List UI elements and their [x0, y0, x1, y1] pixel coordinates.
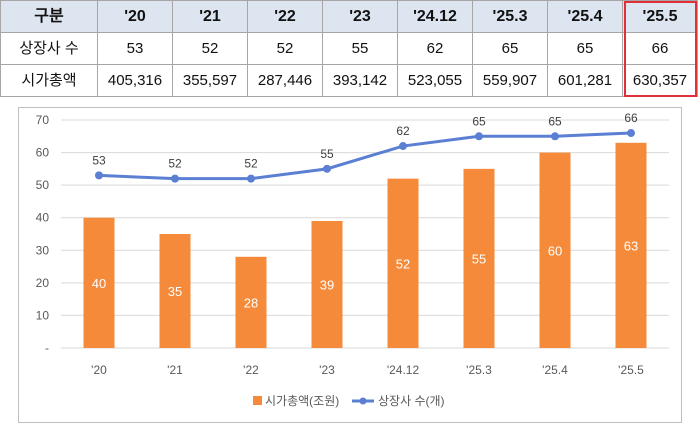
line-point — [323, 164, 331, 173]
line-data-label: 62 — [396, 124, 410, 138]
table-row: 시가총액 405,316 355,597 287,446 393,142 523,055 5… — [0, 64, 698, 97]
table-cell: 405,316 — [97, 64, 173, 97]
y-tick-label: 40 — [36, 211, 50, 225]
table-cell: 52 — [247, 32, 323, 65]
chart-area: - 10 20 30 40 50 60 70 40 35 28 39 52 55 60 63 53 52 52 55 6… — [18, 107, 682, 423]
line-data-label: 66 — [624, 111, 638, 125]
y-tick-label: - — [45, 341, 49, 355]
header-period-cell: '21 — [172, 0, 248, 33]
x-tick-label: '25.3 — [466, 363, 492, 377]
bar-data-label: 52 — [396, 256, 410, 271]
table-cell: 559,907 — [472, 64, 548, 97]
line-point — [551, 132, 559, 141]
line-point — [475, 132, 483, 141]
table-cell: 52 — [172, 32, 248, 65]
line-point — [399, 142, 407, 151]
legend-label: 시가총액(조원) — [265, 394, 339, 408]
line-data-label: 65 — [472, 114, 486, 128]
line-data-label: 55 — [320, 147, 334, 161]
table-cell: 523,055 — [397, 64, 473, 97]
line-point — [627, 129, 635, 138]
header-period-cell: '25.3 — [472, 0, 548, 33]
bar — [83, 217, 115, 348]
x-tick-label: '23 — [319, 363, 335, 377]
bar-data-label: 35 — [168, 284, 182, 299]
table-cell: 65 — [547, 32, 623, 65]
header-label-cell: 구분 — [0, 0, 98, 33]
table-cell: 287,446 — [247, 64, 323, 97]
bar-data-label: 63 — [624, 238, 638, 253]
table-cell: 65 — [472, 32, 548, 65]
bar — [615, 142, 647, 348]
table-cell: 601,281 — [547, 64, 623, 97]
header-period-cell: '23 — [322, 0, 398, 33]
line-point — [95, 171, 103, 180]
y-tick-label: 60 — [36, 146, 50, 160]
table-cell: 355,597 — [172, 64, 248, 97]
y-tick-label: 10 — [36, 308, 50, 322]
bar — [159, 234, 191, 348]
y-tick-label: 70 — [36, 113, 50, 127]
line-data-label: 52 — [244, 157, 258, 171]
table-cell: 62 — [397, 32, 473, 65]
bar-data-label: 55 — [472, 251, 486, 266]
bar-data-label: 40 — [92, 276, 106, 291]
table-row: 상장사 수 53 52 52 55 62 65 65 66 — [0, 32, 698, 65]
bar-data-label: 28 — [244, 295, 258, 310]
row-label-cell: 시가총액 — [0, 64, 98, 97]
header-period-cell: '20 — [97, 0, 173, 33]
table-cell: 630,357 — [622, 64, 698, 97]
summary-table: 구분 '20'21'22'23'24.12'25.3'25.4'25.5 상장사 수… — [0, 0, 698, 97]
y-tick-label: 50 — [36, 178, 50, 192]
y-tick-label: 30 — [36, 243, 50, 257]
table-cell: 66 — [622, 32, 698, 65]
table-cell: 393,142 — [322, 64, 398, 97]
series-line — [98, 131, 632, 181]
x-tick-label: '20 — [91, 363, 107, 377]
bar — [463, 168, 495, 348]
header-period-cell: '22 — [247, 0, 323, 33]
bar-data-label: 60 — [548, 243, 562, 258]
x-tick-label: '22 — [243, 363, 259, 377]
legend-label: 상장사 수(개) — [378, 394, 445, 408]
line-data-label: 65 — [548, 114, 562, 128]
line-data-label: 52 — [168, 157, 182, 171]
combo-chart: - 10 20 30 40 50 60 70 40 35 28 39 52 55 60 63 53 52 52 55 6… — [36, 111, 669, 408]
x-tick-label: '25.5 — [618, 363, 644, 377]
x-tick-label: '25.4 — [542, 363, 568, 377]
line-point — [247, 174, 255, 183]
x-tick-label: '21 — [167, 363, 183, 377]
header-period-cell: '25.5 — [622, 0, 698, 33]
row-label-cell: 상장사 수 — [0, 32, 98, 65]
y-tick-label: 20 — [36, 276, 50, 290]
bar-data-label: 39 — [320, 277, 334, 292]
header-period-cell: '25.4 — [547, 0, 623, 33]
table-header-row: 구분 '20'21'22'23'24.12'25.3'25.4'25.5 — [0, 0, 698, 33]
legend-swatch-bar — [253, 396, 262, 405]
bar — [311, 220, 343, 348]
bar — [235, 256, 267, 348]
table-cell: 53 — [97, 32, 173, 65]
bar — [387, 178, 419, 348]
header-period-cell: '24.12 — [397, 0, 473, 33]
bar — [539, 152, 571, 348]
line-point — [171, 174, 179, 183]
table-cell: 55 — [322, 32, 398, 65]
x-tick-label: '24.12 — [387, 363, 420, 377]
line-data-label: 53 — [92, 153, 106, 167]
legend-marker — [359, 397, 367, 405]
